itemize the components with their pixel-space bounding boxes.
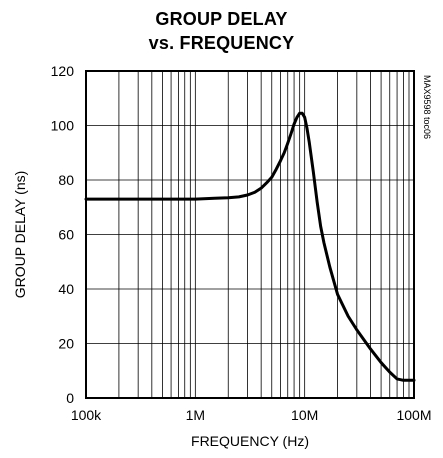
y-tick-label: 60: [58, 227, 74, 243]
figure-id-note: MAX9598 toc06: [422, 75, 432, 139]
plot-frame: [85, 70, 415, 399]
x-tick-label: 100M: [396, 407, 431, 423]
y-tick-label: 20: [58, 336, 74, 352]
y-tick-label: 80: [58, 172, 74, 188]
grid-lines: [86, 71, 414, 398]
y-tick-label: 120: [51, 63, 75, 79]
y-tick-label: 40: [58, 281, 74, 297]
x-tick-label: 1M: [186, 407, 205, 423]
series-line: [84, 111, 416, 382]
y-tick-label: 0: [66, 390, 74, 406]
y-axis-label: GROUP DELAY (ns): [12, 171, 28, 299]
x-tick-label: 10M: [291, 407, 318, 423]
chart-title-line2: vs. FREQUENCY: [148, 33, 295, 53]
y-tick-label: 100: [51, 118, 75, 134]
x-tick-label: 100k: [71, 407, 102, 423]
x-axis-label: FREQUENCY (Hz): [191, 433, 309, 449]
chart-title-line1: GROUP DELAY: [155, 9, 288, 29]
x-tick-labels: 100k 1M 10M 100M: [71, 407, 432, 423]
y-tick-labels: 0 20 40 60 80 100 120: [51, 63, 75, 406]
